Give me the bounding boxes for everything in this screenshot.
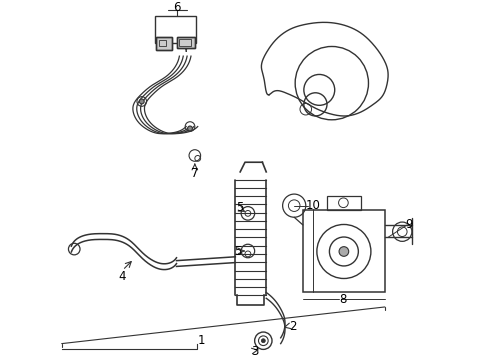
Bar — [177, 37, 195, 48]
Polygon shape — [261, 22, 388, 116]
Text: 9: 9 — [405, 219, 413, 231]
Bar — [303, 211, 385, 292]
Text: 8: 8 — [340, 293, 347, 306]
Circle shape — [339, 247, 349, 256]
Bar — [177, 37, 195, 48]
Bar — [179, 39, 191, 46]
Text: 2: 2 — [290, 320, 297, 333]
Text: 5: 5 — [235, 244, 242, 257]
Circle shape — [139, 99, 144, 104]
Text: 1: 1 — [198, 334, 205, 347]
Bar — [327, 196, 361, 211]
Bar — [159, 40, 166, 46]
Bar — [155, 15, 196, 42]
Circle shape — [261, 339, 265, 343]
Text: 3: 3 — [251, 345, 258, 358]
Text: 4: 4 — [119, 270, 126, 283]
Bar — [156, 37, 172, 50]
Text: 10: 10 — [306, 199, 321, 212]
Bar — [156, 37, 172, 50]
Text: 6: 6 — [173, 1, 180, 14]
Text: 7: 7 — [191, 167, 198, 180]
Text: 5: 5 — [237, 201, 244, 214]
Circle shape — [188, 126, 193, 131]
